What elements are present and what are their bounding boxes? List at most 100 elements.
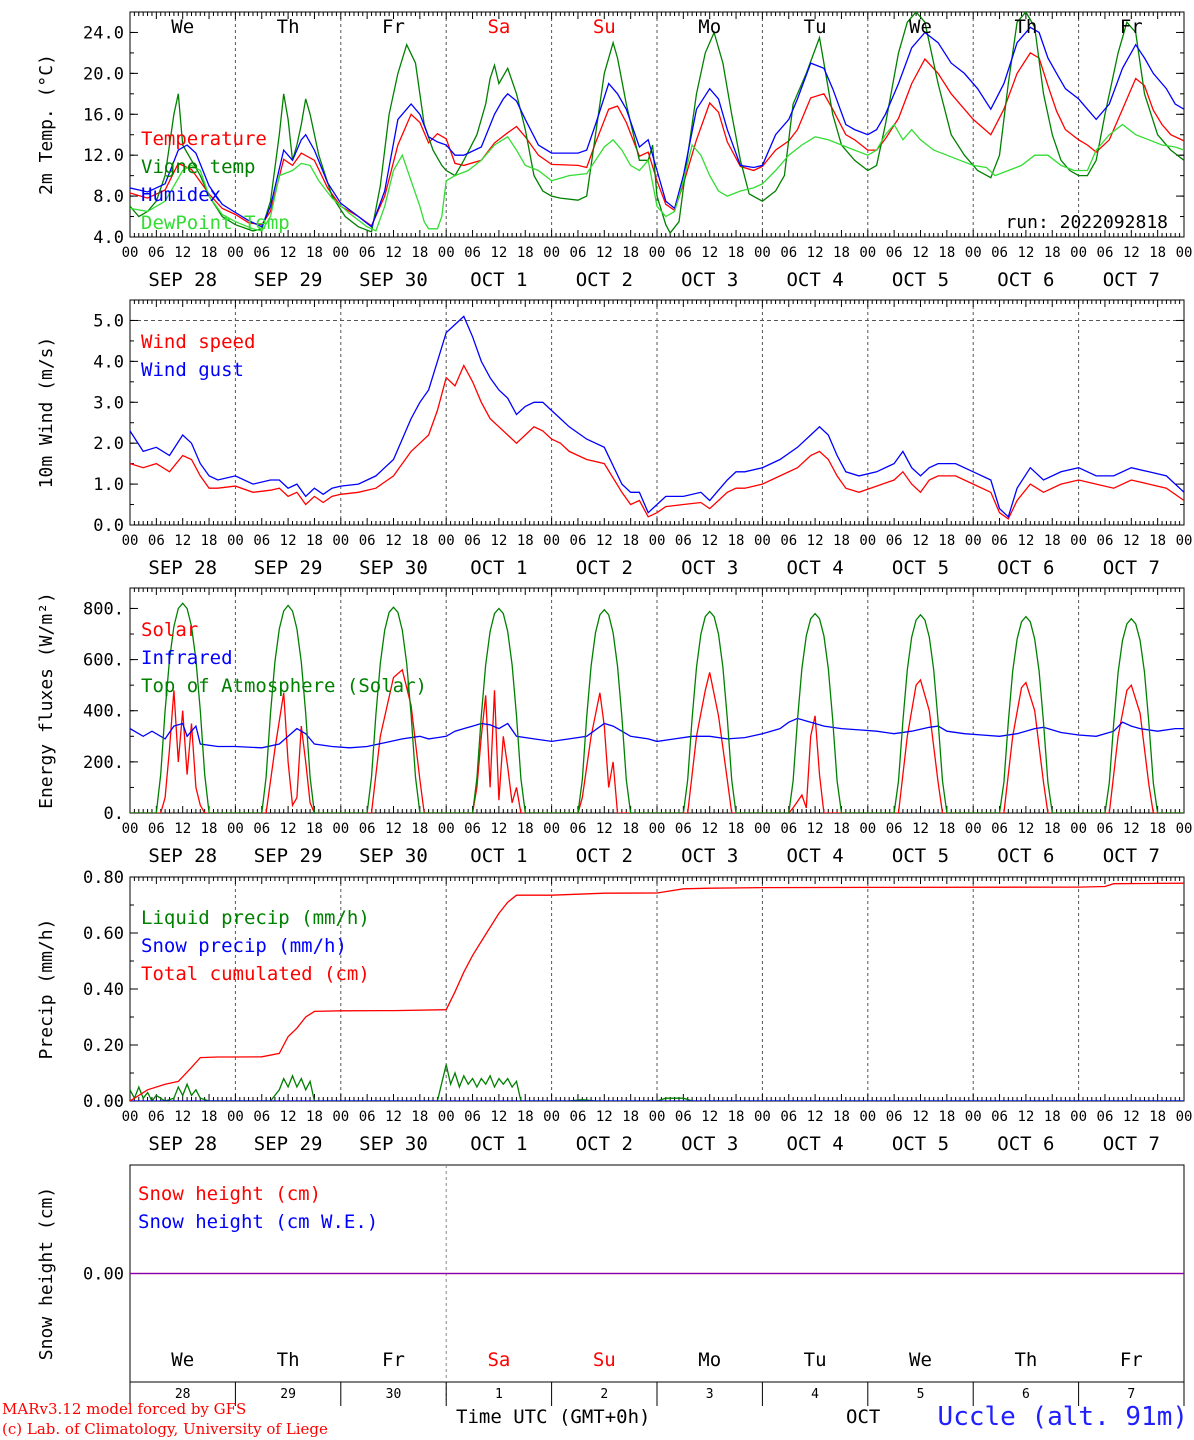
hour-tick-label: 00 (438, 245, 455, 261)
hour-tick-label: 06 (886, 821, 903, 837)
date-label: OCT 5 (892, 557, 949, 579)
run-label: run: 2022092818 (1005, 212, 1168, 233)
date-label: OCT 6 (997, 845, 1054, 867)
series-line-infrared (130, 717, 1184, 749)
hour-tick-label: 00 (122, 1109, 139, 1125)
hour-tick-label: 18 (833, 533, 850, 549)
hour-tick-label: 12 (807, 821, 824, 837)
hour-tick-label: 00 (649, 821, 666, 837)
hour-tick-label: 12 (701, 1109, 718, 1125)
series-line-liquid-precip-mm-h- (130, 1064, 1184, 1101)
hour-tick-label: 00 (754, 533, 771, 549)
date-label: SEP 30 (359, 1133, 428, 1155)
day-number-label: 2 (600, 1387, 608, 1402)
legend-entry: Wind speed (141, 331, 255, 353)
hour-tick-label: 06 (253, 1109, 270, 1125)
date-label: SEP 28 (148, 269, 217, 291)
hour-tick-label: 06 (253, 821, 270, 837)
date-label: SEP 28 (148, 1133, 217, 1155)
legend-entry: Vigne temp (141, 156, 255, 178)
hour-tick-label: 06 (1097, 533, 1114, 549)
hour-tick-label: 06 (359, 533, 376, 549)
hour-tick-label: 12 (912, 1109, 929, 1125)
date-label: OCT 4 (786, 269, 843, 291)
day-number-label: 3 (706, 1387, 714, 1402)
weekday-label: We (909, 1349, 932, 1371)
y-tick-label: 16.0 (83, 105, 124, 125)
legend-entry: Total cumulated (cm) (141, 963, 370, 985)
date-label: OCT 1 (470, 845, 527, 867)
hour-tick-label: 00 (227, 245, 244, 261)
time-axis-label: Time UTC (GMT+0h) (456, 1406, 651, 1428)
day-number-label: 6 (1022, 1387, 1030, 1402)
hour-tick-label: 18 (517, 821, 534, 837)
y-axis-label: 2m Temp. (°C) (36, 54, 57, 195)
y-tick-label: 5.0 (93, 311, 124, 331)
date-label: SEP 29 (254, 269, 323, 291)
hour-tick-label: 00 (438, 533, 455, 549)
hour-tick-label: 18 (1044, 245, 1061, 261)
date-label: OCT 5 (892, 1133, 949, 1155)
y-axis-label: Energy fluxes (W/m²) (36, 592, 57, 809)
hour-tick-label: 18 (1044, 533, 1061, 549)
hour-tick-label: 06 (991, 1109, 1008, 1125)
hour-tick-label: 00 (1070, 245, 1087, 261)
hour-tick-label: 00 (965, 1109, 982, 1125)
weekday-label: Th (277, 1349, 300, 1371)
y-tick-label: 0. (104, 804, 124, 824)
hour-tick-label: 12 (596, 245, 613, 261)
weekday-label: Fr (1120, 16, 1143, 38)
date-label: OCT 3 (681, 557, 738, 579)
date-label: SEP 29 (254, 845, 323, 867)
date-label: OCT 5 (892, 845, 949, 867)
hour-tick-label: 06 (148, 245, 165, 261)
date-label: OCT 2 (576, 1133, 633, 1155)
day-number-label: 5 (917, 1387, 925, 1402)
hour-tick-label: 12 (701, 533, 718, 549)
hour-tick-label: 00 (859, 821, 876, 837)
hour-tick-label: 00 (122, 245, 139, 261)
series-line-dewpoint-temp (130, 123, 1184, 232)
hour-tick-label: 00 (1070, 821, 1087, 837)
date-label: OCT 3 (681, 1133, 738, 1155)
hour-tick-label: 00 (859, 1109, 876, 1125)
y-tick-label: 0.40 (83, 980, 124, 1000)
legend-entry: Solar (141, 619, 198, 641)
hour-tick-label: 18 (201, 1109, 218, 1125)
y-axis-label: Snow height (cm) (36, 1187, 57, 1360)
hour-tick-label: 18 (306, 821, 323, 837)
hour-tick-label: 06 (780, 1109, 797, 1125)
legend-entry: Snow height (cm W.E.) (138, 1211, 378, 1233)
hour-tick-label: 18 (306, 245, 323, 261)
hour-tick-label: 06 (780, 821, 797, 837)
hour-tick-label: 12 (1123, 1109, 1140, 1125)
hour-tick-label: 00 (227, 821, 244, 837)
hour-tick-label: 00 (754, 1109, 771, 1125)
hour-tick-label: 06 (780, 533, 797, 549)
weekday-label: Su (593, 16, 616, 38)
hour-tick-label: 12 (1017, 245, 1034, 261)
series-line-top-of-atmosphere-solar- (130, 602, 1184, 813)
hour-tick-label: 18 (1149, 1109, 1166, 1125)
y-tick-label: 0.00 (83, 1265, 124, 1285)
hour-tick-label: 12 (701, 245, 718, 261)
weekday-label: Fr (382, 1349, 405, 1371)
hour-tick-label: 00 (965, 533, 982, 549)
hour-tick-label: 00 (543, 821, 560, 837)
hour-tick-label: 06 (886, 245, 903, 261)
date-label: SEP 28 (148, 557, 217, 579)
y-tick-label: 0.00 (83, 1092, 124, 1112)
weekday-label: Sa (487, 1349, 510, 1371)
hour-tick-label: 12 (385, 1109, 402, 1125)
hour-tick-label: 12 (1017, 1109, 1034, 1125)
date-label: OCT 4 (786, 1133, 843, 1155)
hour-tick-label: 00 (1070, 1109, 1087, 1125)
hour-tick-label: 12 (490, 533, 507, 549)
hour-tick-label: 12 (280, 821, 297, 837)
series-line-humidex (130, 26, 1184, 228)
panel-frame (129, 299, 1185, 526)
date-label: SEP 28 (148, 845, 217, 867)
hour-tick-label: 18 (833, 821, 850, 837)
date-label: OCT 2 (576, 845, 633, 867)
